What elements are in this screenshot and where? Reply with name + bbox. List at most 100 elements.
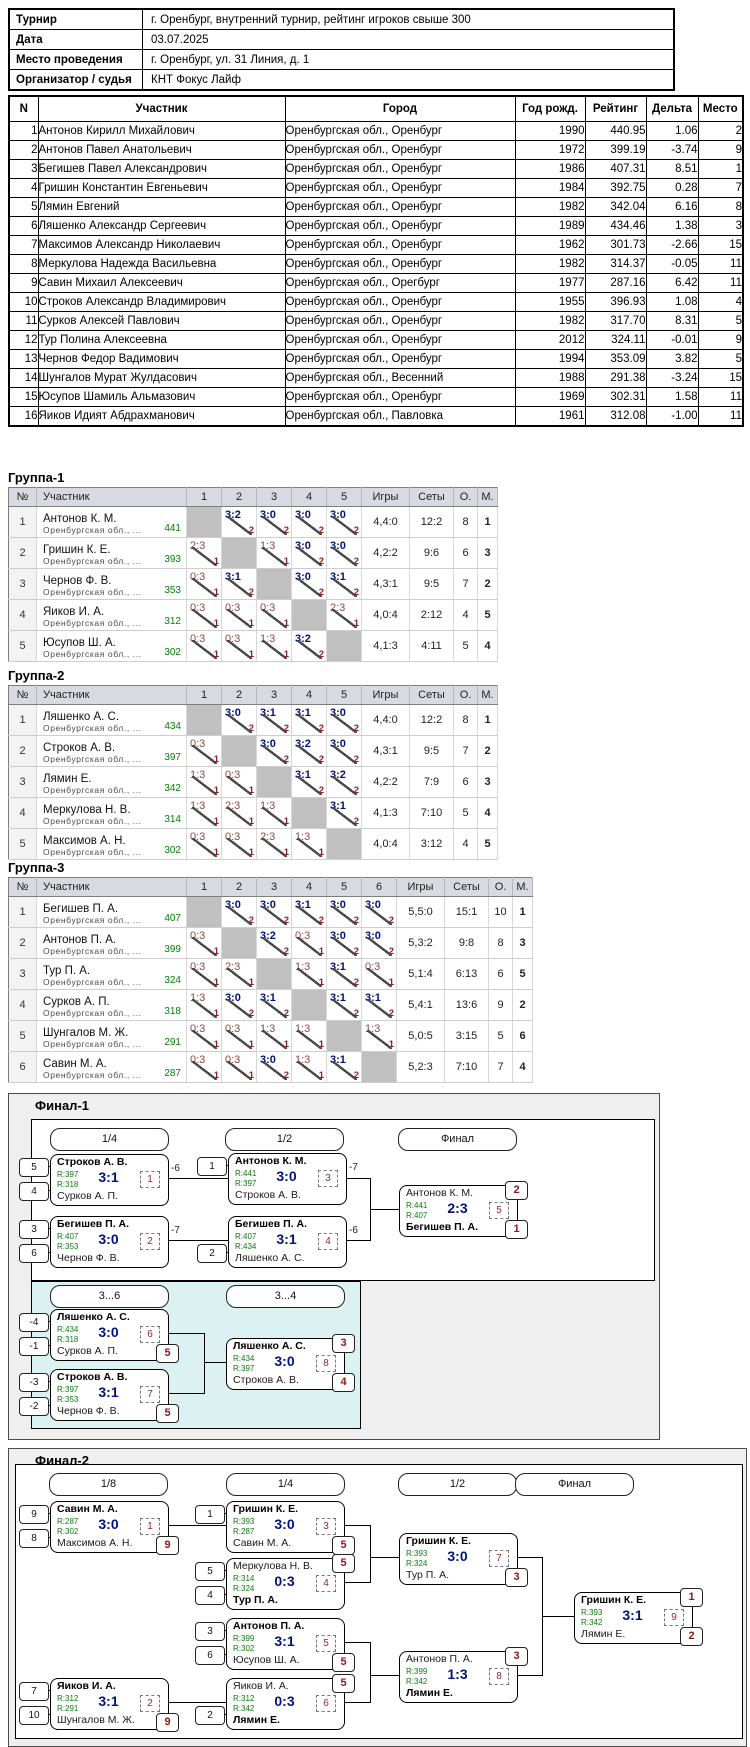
match-points: 2 <box>353 1070 359 1081</box>
player-rating: 287.16 <box>584 273 647 293</box>
player-rating: 440.95 <box>584 121 647 141</box>
round-pill: 1/8 <box>49 1473 168 1496</box>
player-top-rating: R:393 <box>581 1608 603 1617</box>
score-cell-wrap: 3:1 2 <box>292 897 326 927</box>
players-header-cell: Год рожд. <box>514 95 586 122</box>
group-header-n: № <box>8 685 37 705</box>
group-row-n: 2 <box>8 735 37 767</box>
score-cell-wrap: 1:3 1 <box>187 990 221 1020</box>
player-row: 5 Лямин Евгений Оренбургская обл., Оренбур… <box>8 197 744 217</box>
match-points: 2 <box>318 915 324 926</box>
score-cell-wrap: 1:3 1 <box>292 959 326 989</box>
group-participant-region: Оренбургская обл., ... <box>43 1007 142 1018</box>
match-points: 1 <box>388 977 394 988</box>
player-top: Гришин К. Е. <box>233 1503 299 1515</box>
seed-box: -1 <box>19 1337 49 1356</box>
info-label: Дата <box>8 29 143 50</box>
player-bottom: Бегишев П. А. <box>406 1221 479 1233</box>
player-city: Оренбургская обл., Оренбург <box>284 349 516 369</box>
player-place: 7 <box>697 178 744 198</box>
player-bottom-rating: R:353 <box>57 1242 79 1251</box>
score-cell: 3:0 2 <box>361 896 397 928</box>
group-row-n: 2 <box>8 927 37 959</box>
place-badge: 2 <box>505 1181 528 1200</box>
match-points: 2 <box>248 915 254 926</box>
match-number: 6 <box>316 1695 336 1712</box>
group-pts: 6 <box>453 766 478 798</box>
place-badge: 5 <box>332 1554 355 1573</box>
self-cell <box>291 797 327 829</box>
player-bottom-rating: R:324 <box>233 1584 255 1593</box>
group-participant-rating: 312 <box>164 616 181 627</box>
connector-line <box>512 1557 543 1558</box>
match-points: 2 <box>353 816 359 827</box>
score-slash <box>332 776 357 795</box>
match-box: Ляшенко А. С. R:434 R:318 Сурков А. П. 3:0 <box>50 1309 169 1361</box>
group-row-n: 3 <box>8 568 37 600</box>
self-cell <box>326 828 362 860</box>
group-header-participant: Участник <box>36 685 187 705</box>
score-cell: 3:0 2 <box>326 896 362 928</box>
score-cell-wrap: 0:3 1 <box>222 600 256 630</box>
player-name: Бегишев Павел Александрович <box>37 159 286 179</box>
group-participant-rating: 318 <box>164 1006 181 1017</box>
group-header-opponent: 5 <box>326 685 362 705</box>
group-participant-rating: 302 <box>164 845 181 856</box>
player-bottom-rating: R:397 <box>233 1364 255 1373</box>
info-value: г. Оренбург, ул. 31 Линия, д. 1 <box>142 49 675 70</box>
player-birth-year: 2012 <box>514 330 586 350</box>
group-participant-name: Меркулова Н. В. <box>43 803 131 816</box>
score-slash <box>367 937 392 956</box>
player-top-rating: R:312 <box>57 1694 79 1703</box>
connector-line <box>341 1582 371 1583</box>
player-delta: -0.01 <box>645 330 699 350</box>
player-top: Ляшенко А. С. <box>57 1311 130 1323</box>
group-participant-name: Тур П. А. <box>43 964 91 977</box>
score-cell: 0:3 1 <box>186 630 222 662</box>
seed-box: 3 <box>195 1622 225 1641</box>
match-points: 2 <box>318 587 324 598</box>
group-pts: 7 <box>453 735 478 767</box>
score-cell: 3:0 2 <box>326 537 362 569</box>
seed-box: 4 <box>19 1182 49 1201</box>
player-top-rating: R:434 <box>57 1325 79 1334</box>
score-cell: 0:3 1 <box>291 927 327 959</box>
group-participant-rating: 287 <box>164 1068 181 1079</box>
score-cell: 3:0 2 <box>256 506 292 538</box>
match-points: 2 <box>353 587 359 598</box>
match-number: 1 <box>140 1171 160 1188</box>
seed-box: 10 <box>19 1706 49 1725</box>
player-bottom-rating: R:434 <box>235 1242 257 1251</box>
player-n: 6 <box>8 216 39 236</box>
match-box: Строков А. В. R:397 R:318 Сурков А. П. 3:1 <box>50 1154 169 1206</box>
score-cell: 3:1 2 <box>326 797 362 829</box>
player-top: Строков А. В. <box>57 1371 128 1383</box>
score-slash <box>297 516 322 535</box>
player-city: Оренбургская обл., Оренбург <box>284 159 516 179</box>
player-delta: -1.00 <box>645 406 699 427</box>
score-slash <box>297 1061 322 1080</box>
player-bottom: Сурков А. П. <box>57 1345 118 1357</box>
match-points: 2 <box>353 915 359 926</box>
match-score: 3:1 <box>622 1607 643 1623</box>
place-badge: 3 <box>505 1647 528 1666</box>
group-participant-cell: Строков А. В. Оренбургская обл., ... 397 <box>36 735 187 767</box>
score-cell: 0:3 1 <box>186 599 222 631</box>
seed-box: 2 <box>197 1244 227 1263</box>
group-place: 5 <box>512 958 533 990</box>
group-row-n: 6 <box>8 1051 37 1083</box>
match-points: 2 <box>353 754 359 765</box>
group-header-opponent: 4 <box>291 685 327 705</box>
player-delta: 6.16 <box>645 197 699 217</box>
score-slash <box>192 838 217 857</box>
group-place: 2 <box>477 735 498 767</box>
player-name: Сурков Алексей Павлович <box>37 311 286 331</box>
group-games: 4,1:3 <box>361 797 410 829</box>
score-cell-wrap: 3:2 2 <box>327 767 361 797</box>
player-rating: 392.75 <box>584 178 647 198</box>
player-place: 11 <box>697 273 744 293</box>
player-bottom: Строков А. В. <box>235 1189 301 1201</box>
player-bottom-rating: R:291 <box>57 1704 79 1713</box>
player-row: 11 Сурков Алексей Павлович Оренбургская об… <box>8 311 744 331</box>
player-n: 7 <box>8 235 39 255</box>
